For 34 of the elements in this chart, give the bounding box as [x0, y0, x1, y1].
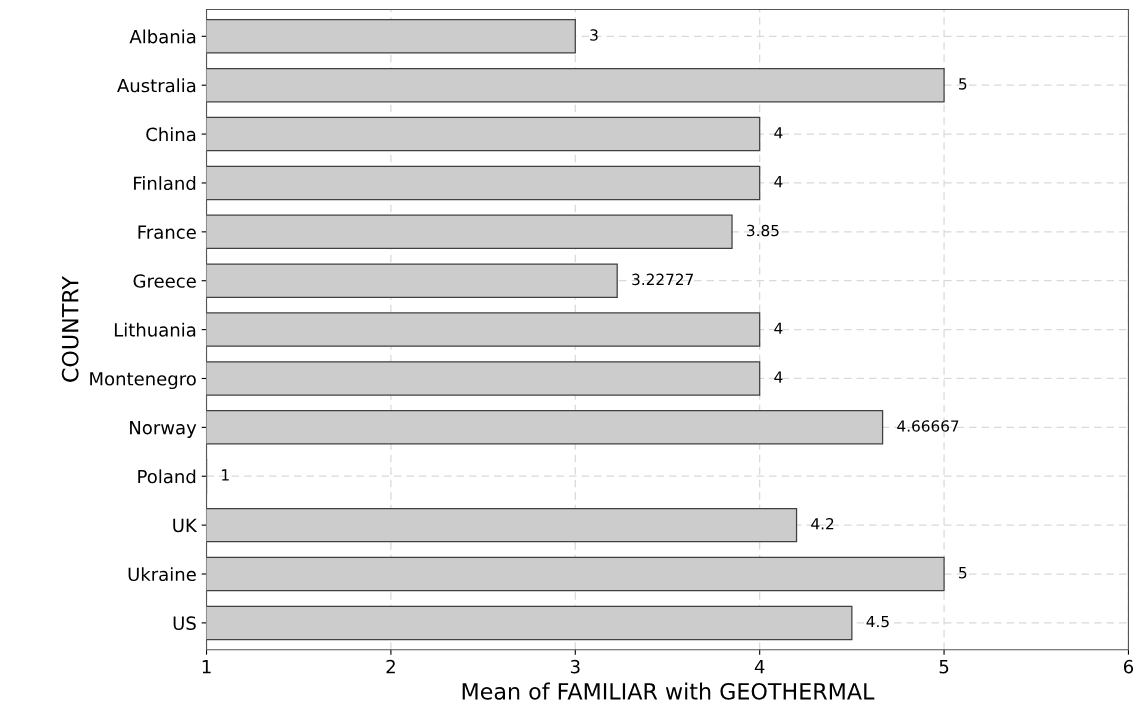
- y-tick-label: Albania: [129, 29, 196, 44]
- data-label: 4: [774, 371, 783, 383]
- x-tick-label: 1: [202, 660, 211, 674]
- y-tick-label: France: [138, 225, 196, 239]
- data-label: 4.2: [811, 518, 834, 530]
- y-tick-label: Poland: [138, 469, 196, 484]
- x-tick-label: 5: [939, 660, 949, 674]
- data-label: 4: [774, 322, 783, 334]
- y-tick-label: Montenegro: [90, 372, 196, 390]
- data-label: 4: [774, 176, 783, 188]
- data-label: 5: [959, 567, 967, 579]
- y-tick-label: Norway: [130, 421, 197, 438]
- x-tick-label: 4: [754, 660, 765, 674]
- x-axis-title: Mean of FAMILIAR with GEOTHERMAL: [462, 682, 875, 700]
- y-tick-label: Greece: [133, 274, 196, 288]
- data-label: 4.66667: [897, 420, 959, 432]
- y-tick-label: US: [173, 616, 196, 630]
- data-label: 1: [222, 469, 229, 481]
- y-tick-label: UK: [173, 518, 198, 533]
- data-label: 3: [590, 29, 598, 41]
- data-label: 3.85: [747, 224, 779, 237]
- y-tick-label: Lithuania: [114, 322, 196, 337]
- data-label: 3.22727: [632, 273, 693, 286]
- x-tick-label: 2: [386, 659, 395, 674]
- y-tick-label: Ukraine: [128, 567, 196, 582]
- y-tick-label: Finland: [134, 176, 196, 191]
- y-tick-label: Australia: [117, 78, 196, 93]
- x-tick-label: 6: [1123, 659, 1134, 674]
- y-tick-label: China: [146, 127, 196, 142]
- data-label: 4.5: [866, 615, 889, 628]
- data-label: 5: [959, 78, 967, 90]
- x-tick-label: 3: [570, 659, 580, 674]
- data-label: 4: [774, 127, 783, 139]
- y-axis-title: COUNTRY: [61, 276, 79, 382]
